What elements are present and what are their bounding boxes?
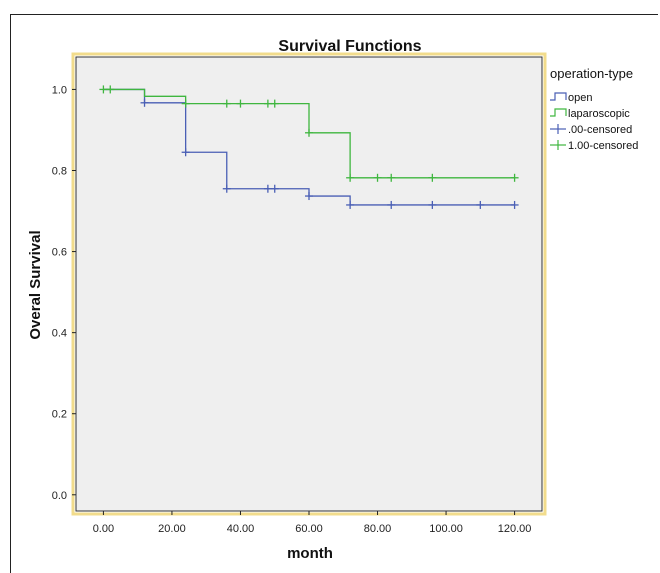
y-tick-label: 1.0 [52,84,67,96]
censor-mark [222,184,231,193]
x-tick-label: 100.00 [429,523,463,535]
legend-entry: 1.00-censored [550,140,638,152]
censor-mark [236,99,245,108]
legend: operation-type open laparoscopic .00-censo… [550,66,638,152]
censor-mark [140,98,149,107]
y-tick-label: 0.0 [52,490,67,502]
legend-step-swatch [550,108,567,117]
series-layer [99,85,519,209]
y-tick-label: 0.8 [52,166,67,178]
x-tick-label: 40.00 [227,523,255,535]
censor-mark [305,192,313,201]
censor-mark [346,200,355,209]
censor-mark [106,85,115,94]
legend-label: 1.00-censored [568,140,638,152]
censor-mark [428,173,437,182]
x-axis: 0.00 20.00 40.00 60.00 80.00 100.00 120.00 [93,511,532,535]
x-tick-label: 60.00 [295,523,323,535]
censor-mark [387,173,396,182]
censor-mark [305,128,313,137]
censor-mark [510,173,519,182]
censor-mark [346,173,355,182]
legend-entry: laparoscopic [550,108,630,120]
y-axis: 0.0 0.2 0.4 0.6 0.8 1.0 [52,84,76,502]
censor-mark [476,200,485,209]
legend-entry: open [550,92,592,104]
legend-step-swatch [550,92,567,101]
chart-title: Survival Functions [278,38,421,55]
censor-mark [270,99,279,108]
legend-entry: .00-censored [550,124,632,136]
x-tick-label: 80.00 [364,523,392,535]
legend-title: operation-type [550,66,633,81]
x-tick-label: 20.00 [158,523,186,535]
censor-mark [181,148,190,157]
chart-frame [10,14,658,573]
y-tick-label: 0.4 [52,328,67,340]
censor-mark [373,173,382,182]
y-tick-label: 0.2 [52,409,67,421]
legend-label: open [568,92,592,104]
censor-mark [510,200,519,209]
censor-mark [263,184,272,193]
legend-label: laparoscopic [568,108,630,120]
series-line-laparoscopic [103,88,515,179]
censor-mark [387,200,396,209]
censor-mark [428,200,437,209]
censor-mark [263,99,272,108]
y-axis-title: Overal Survival [27,230,44,339]
censor-mark [99,85,108,94]
y-tick-label: 0.6 [52,247,67,259]
censor-mark [222,99,231,108]
x-axis-title: month [287,545,333,562]
x-tick-label: 0.00 [93,523,114,535]
censor-mark [270,184,279,193]
x-tick-label: 120.00 [498,523,532,535]
legend-label: .00-censored [568,124,632,136]
censor-mark [181,99,190,108]
